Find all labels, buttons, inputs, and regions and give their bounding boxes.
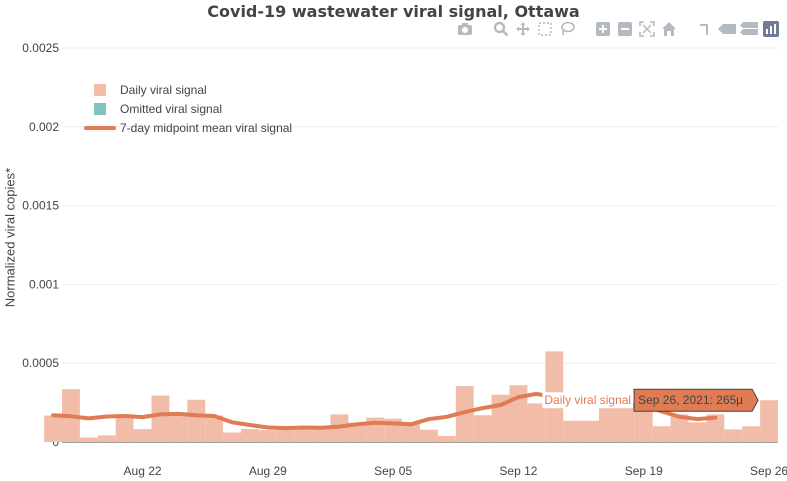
bar[interactable] <box>616 405 635 442</box>
bar[interactable] <box>44 415 62 442</box>
hover-compare-icon[interactable] <box>739 19 759 39</box>
bar[interactable] <box>312 428 331 442</box>
bar[interactable] <box>706 414 725 442</box>
x-tick-label: Sep 12 <box>499 464 537 478</box>
y-tick-label: 0.002 <box>29 120 59 134</box>
legend-label-daily: Daily viral signal <box>120 82 207 97</box>
bar[interactable] <box>97 435 116 442</box>
legend-item-daily[interactable]: Daily viral signal <box>84 80 292 99</box>
bar[interactable] <box>652 426 671 442</box>
bar[interactable] <box>509 385 528 442</box>
x-tick-label: Aug 22 <box>124 464 162 478</box>
bar[interactable] <box>670 414 689 442</box>
bar[interactable] <box>79 437 98 442</box>
bar[interactable] <box>724 429 743 442</box>
spike-lines-icon[interactable] <box>695 19 715 39</box>
x-tick-label: Sep 05 <box>374 464 412 478</box>
pan-icon[interactable] <box>513 19 533 39</box>
bar[interactable] <box>634 405 653 442</box>
bar[interactable] <box>223 432 241 442</box>
bar[interactable] <box>115 417 134 442</box>
bar[interactable] <box>402 423 420 442</box>
zoom-out-icon[interactable] <box>615 19 635 39</box>
hover-tooltip-box <box>633 388 759 412</box>
bar[interactable] <box>169 415 188 442</box>
legend-label-mean: 7-day midpoint mean viral signal <box>120 120 293 135</box>
legend-item-mean[interactable]: 7-day midpoint mean viral signal <box>84 118 292 137</box>
chart-title: Covid-19 wastewater viral signal, Ottawa <box>207 2 580 21</box>
bar[interactable] <box>563 420 582 442</box>
x-tick-label: Sep 26 <box>750 464 787 478</box>
zoom-icon[interactable] <box>491 19 511 39</box>
reset-axes-icon[interactable] <box>659 19 679 39</box>
camera-icon[interactable] <box>455 19 475 39</box>
hover-tooltip-value: Sep 26, 2021: 265µ <box>638 393 743 407</box>
legend-label-omitted: Omitted viral signal <box>120 101 223 116</box>
bar[interactable] <box>420 429 438 442</box>
bar[interactable] <box>151 395 170 442</box>
y-tick-label: 0.0025 <box>22 41 59 55</box>
hover-tooltip-series: Daily viral signal <box>544 393 631 407</box>
bar[interactable] <box>205 415 224 442</box>
bar[interactable] <box>581 420 599 442</box>
bar[interactable] <box>742 426 761 442</box>
lasso-icon[interactable] <box>557 19 577 39</box>
modebar-toolbar <box>455 19 781 39</box>
hover-closest-icon[interactable] <box>717 19 737 39</box>
bar[interactable] <box>599 405 617 442</box>
legend: Daily viral signal Omitted viral signal … <box>84 80 292 137</box>
bar[interactable] <box>348 422 367 442</box>
y-tick-label: 0.001 <box>29 277 59 291</box>
x-tick-label: Aug 29 <box>249 464 287 478</box>
bar[interactable] <box>473 415 492 442</box>
bar[interactable] <box>527 403 546 442</box>
y-tick-label: 0.0015 <box>22 199 59 213</box>
bar[interactable] <box>133 429 152 442</box>
hover-tooltip-series-bg <box>542 392 634 409</box>
legend-item-omitted[interactable]: Omitted viral signal <box>84 99 292 118</box>
autoscale-icon[interactable] <box>637 19 657 39</box>
zoom-in-icon[interactable] <box>593 19 613 39</box>
bar[interactable] <box>187 399 206 442</box>
bar[interactable] <box>241 429 259 442</box>
bar[interactable] <box>294 427 313 442</box>
bar[interactable] <box>688 422 707 442</box>
legend-swatch-daily <box>94 83 106 96</box>
legend-swatch-omitted <box>94 102 106 115</box>
box-select-icon[interactable] <box>535 19 555 39</box>
plotly-logo-icon[interactable] <box>761 19 781 39</box>
bar[interactable] <box>258 430 277 442</box>
x-tick-label: Sep 19 <box>625 464 663 478</box>
bar[interactable] <box>760 400 778 442</box>
bar[interactable] <box>437 436 456 442</box>
y-tick-label: 0.0005 <box>22 356 59 370</box>
bar[interactable] <box>276 429 295 442</box>
legend-swatch-mean <box>84 125 116 130</box>
